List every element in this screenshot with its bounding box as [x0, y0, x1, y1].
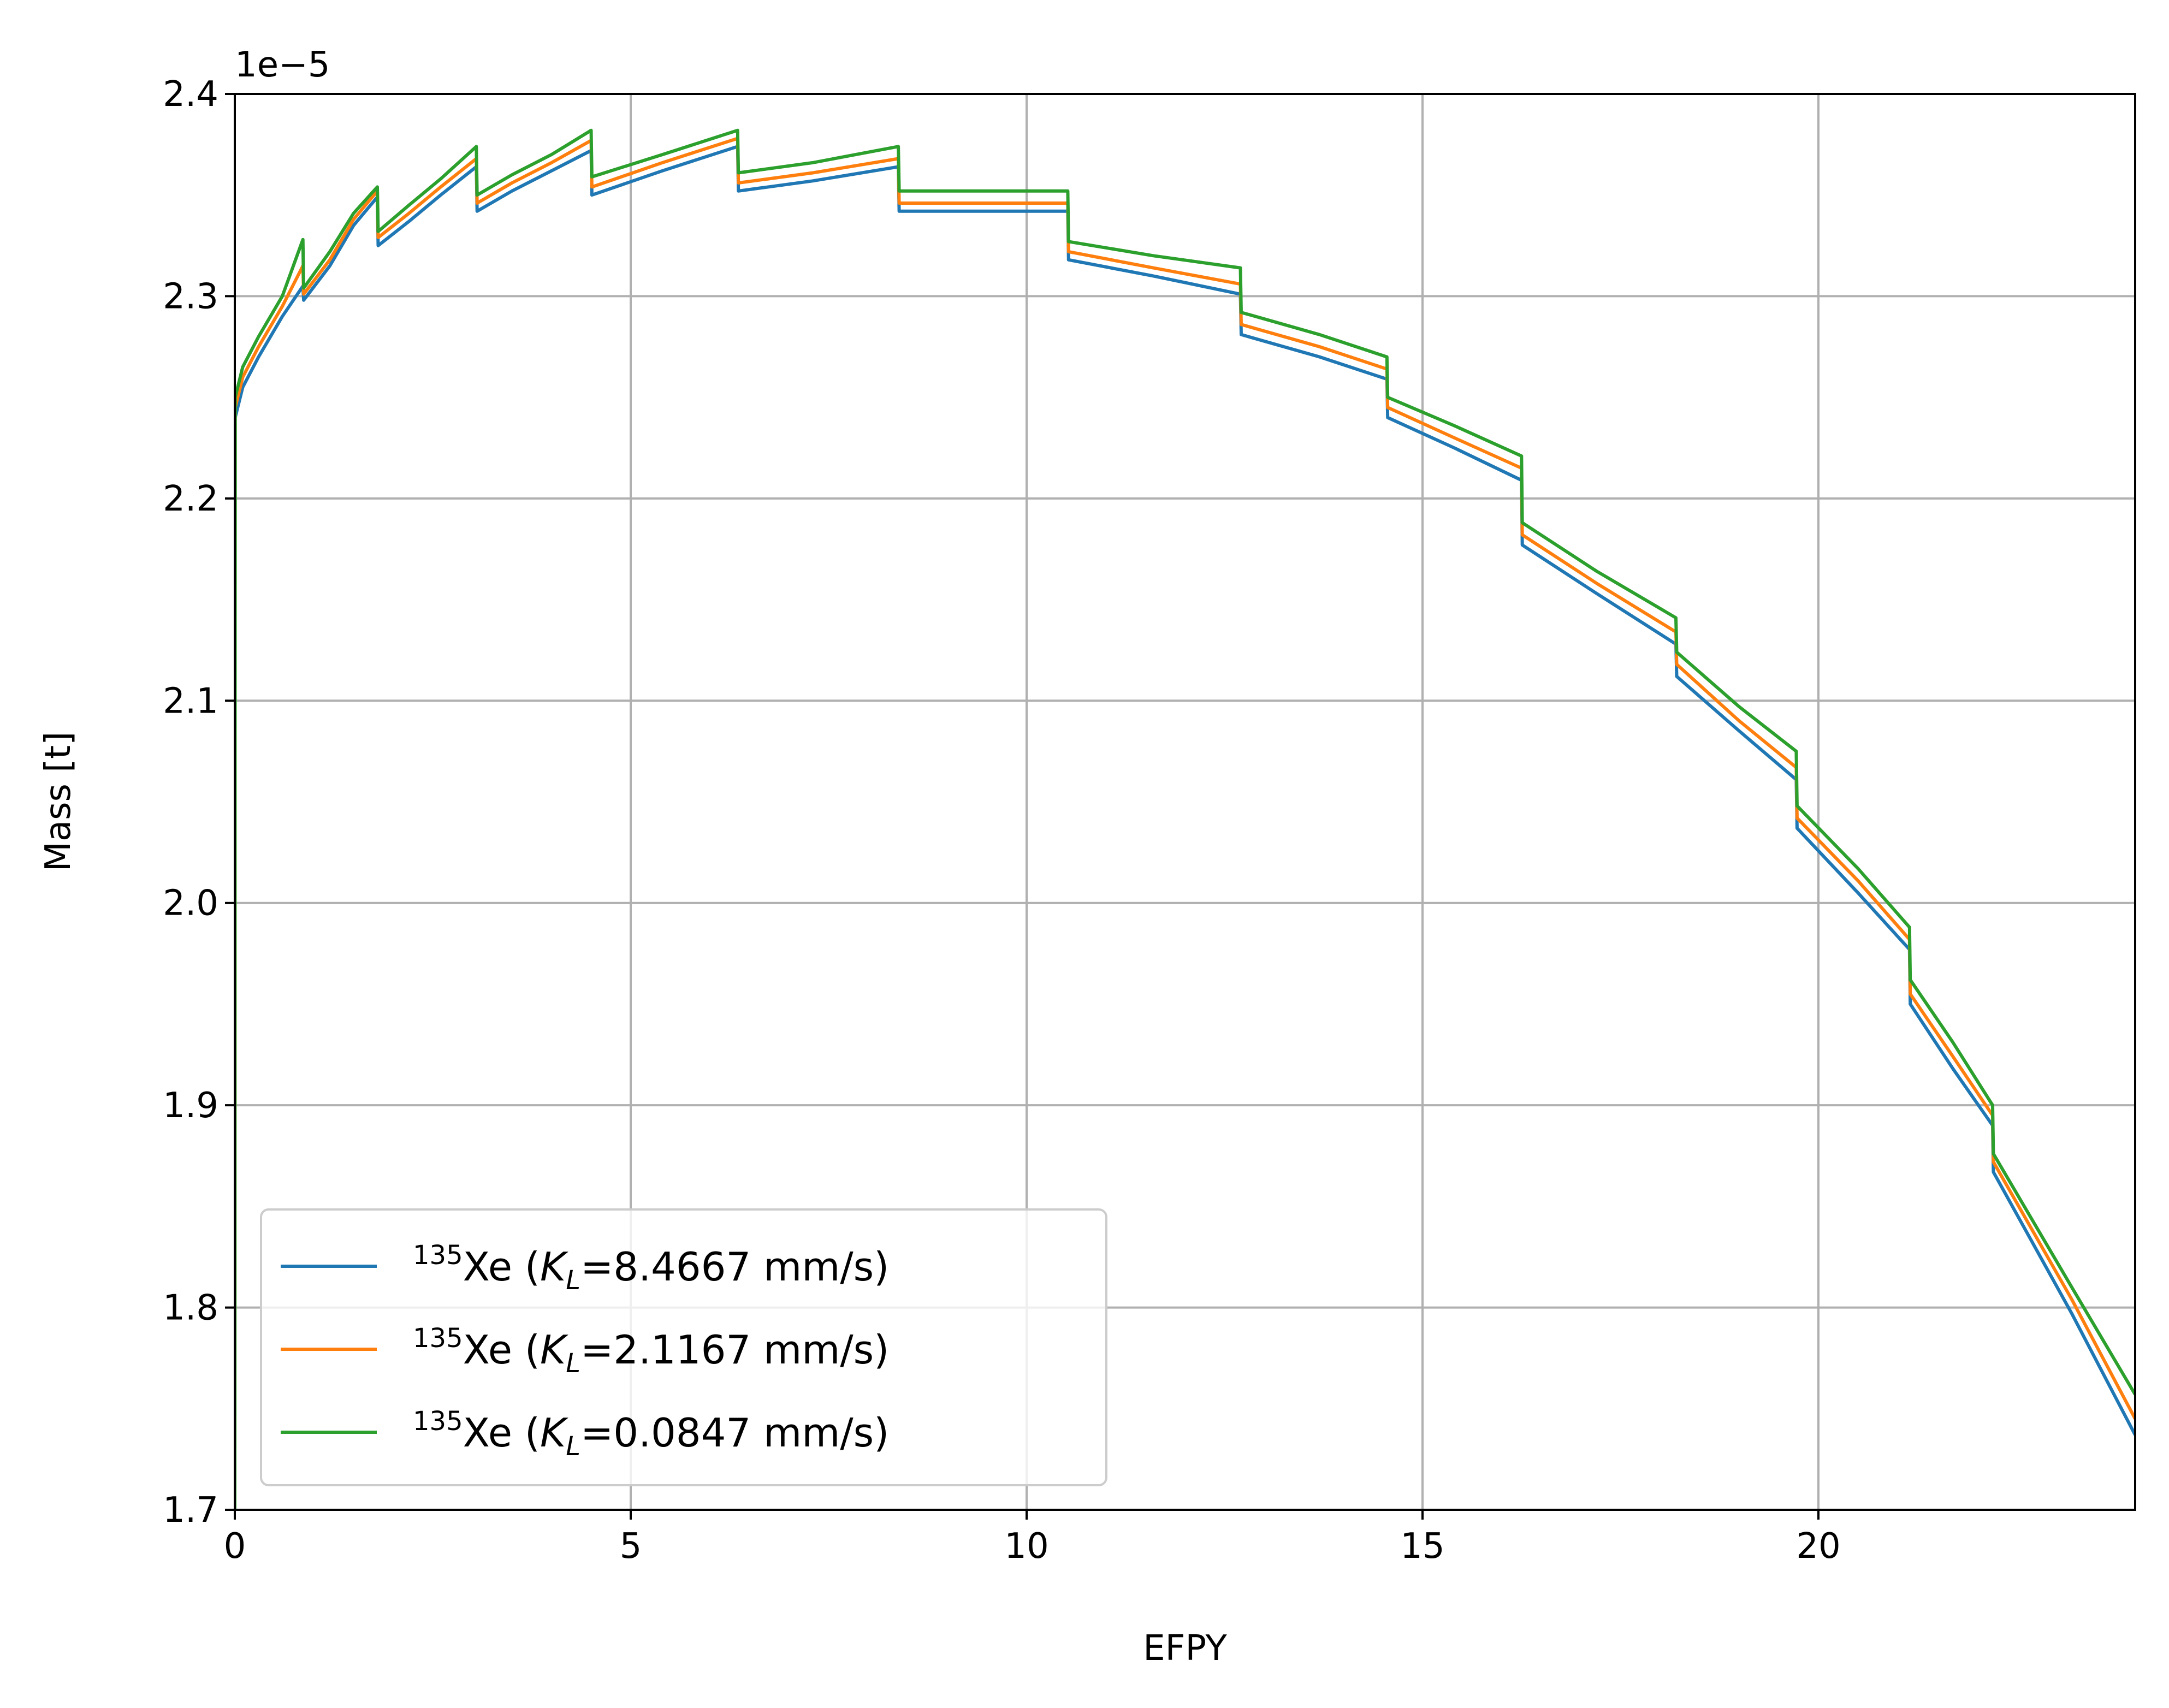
legend-label-1: 135Xe (KL=8.4667 mm/s)	[413, 1240, 889, 1296]
y-tick-label: 2.2	[163, 479, 218, 519]
y-tick-label: 2.4	[163, 74, 218, 115]
x-tick-label: 0	[224, 1526, 246, 1567]
x-tick-label: 15	[1400, 1526, 1444, 1567]
legend-label-2: 135Xe (KL=2.1167 mm/s)	[413, 1323, 889, 1379]
x-tick-label: 20	[1796, 1526, 1840, 1567]
grid	[234, 93, 2135, 1511]
y-tick-label: 2.0	[163, 883, 218, 924]
y-axis-label: Mass [t]	[38, 732, 79, 872]
y-tick-label: 2.3	[163, 276, 218, 317]
y-axis-ticks: 1.7 1.8 1.9 2.0 2.1 2.2 2.3 2.4	[163, 74, 235, 1531]
y-tick-label: 1.7	[163, 1490, 218, 1531]
y-tick-label: 2.1	[163, 681, 218, 721]
y-tick-label: 1.8	[163, 1288, 218, 1329]
legend-box	[260, 1208, 1107, 1486]
x-tick-label: 10	[1004, 1526, 1048, 1567]
series-line-3	[235, 128, 2135, 1510]
x-axis-ticks: 0 5 10 15 20	[224, 1510, 1841, 1567]
x-axis-label: EFPY	[1143, 1628, 1227, 1669]
y-offset-text: 1e−5	[235, 45, 330, 85]
legend-label-3: 135Xe (KL=0.0847 mm/s)	[413, 1406, 889, 1462]
legend: 135Xe (KL=8.4667 mm/s) 135Xe (KL=2.1167 m…	[260, 1208, 1107, 1486]
plot-frame	[234, 93, 2136, 1511]
x-tick-label: 5	[620, 1526, 642, 1567]
series-group	[235, 128, 2135, 1510]
y-tick-label: 1.9	[163, 1086, 218, 1126]
